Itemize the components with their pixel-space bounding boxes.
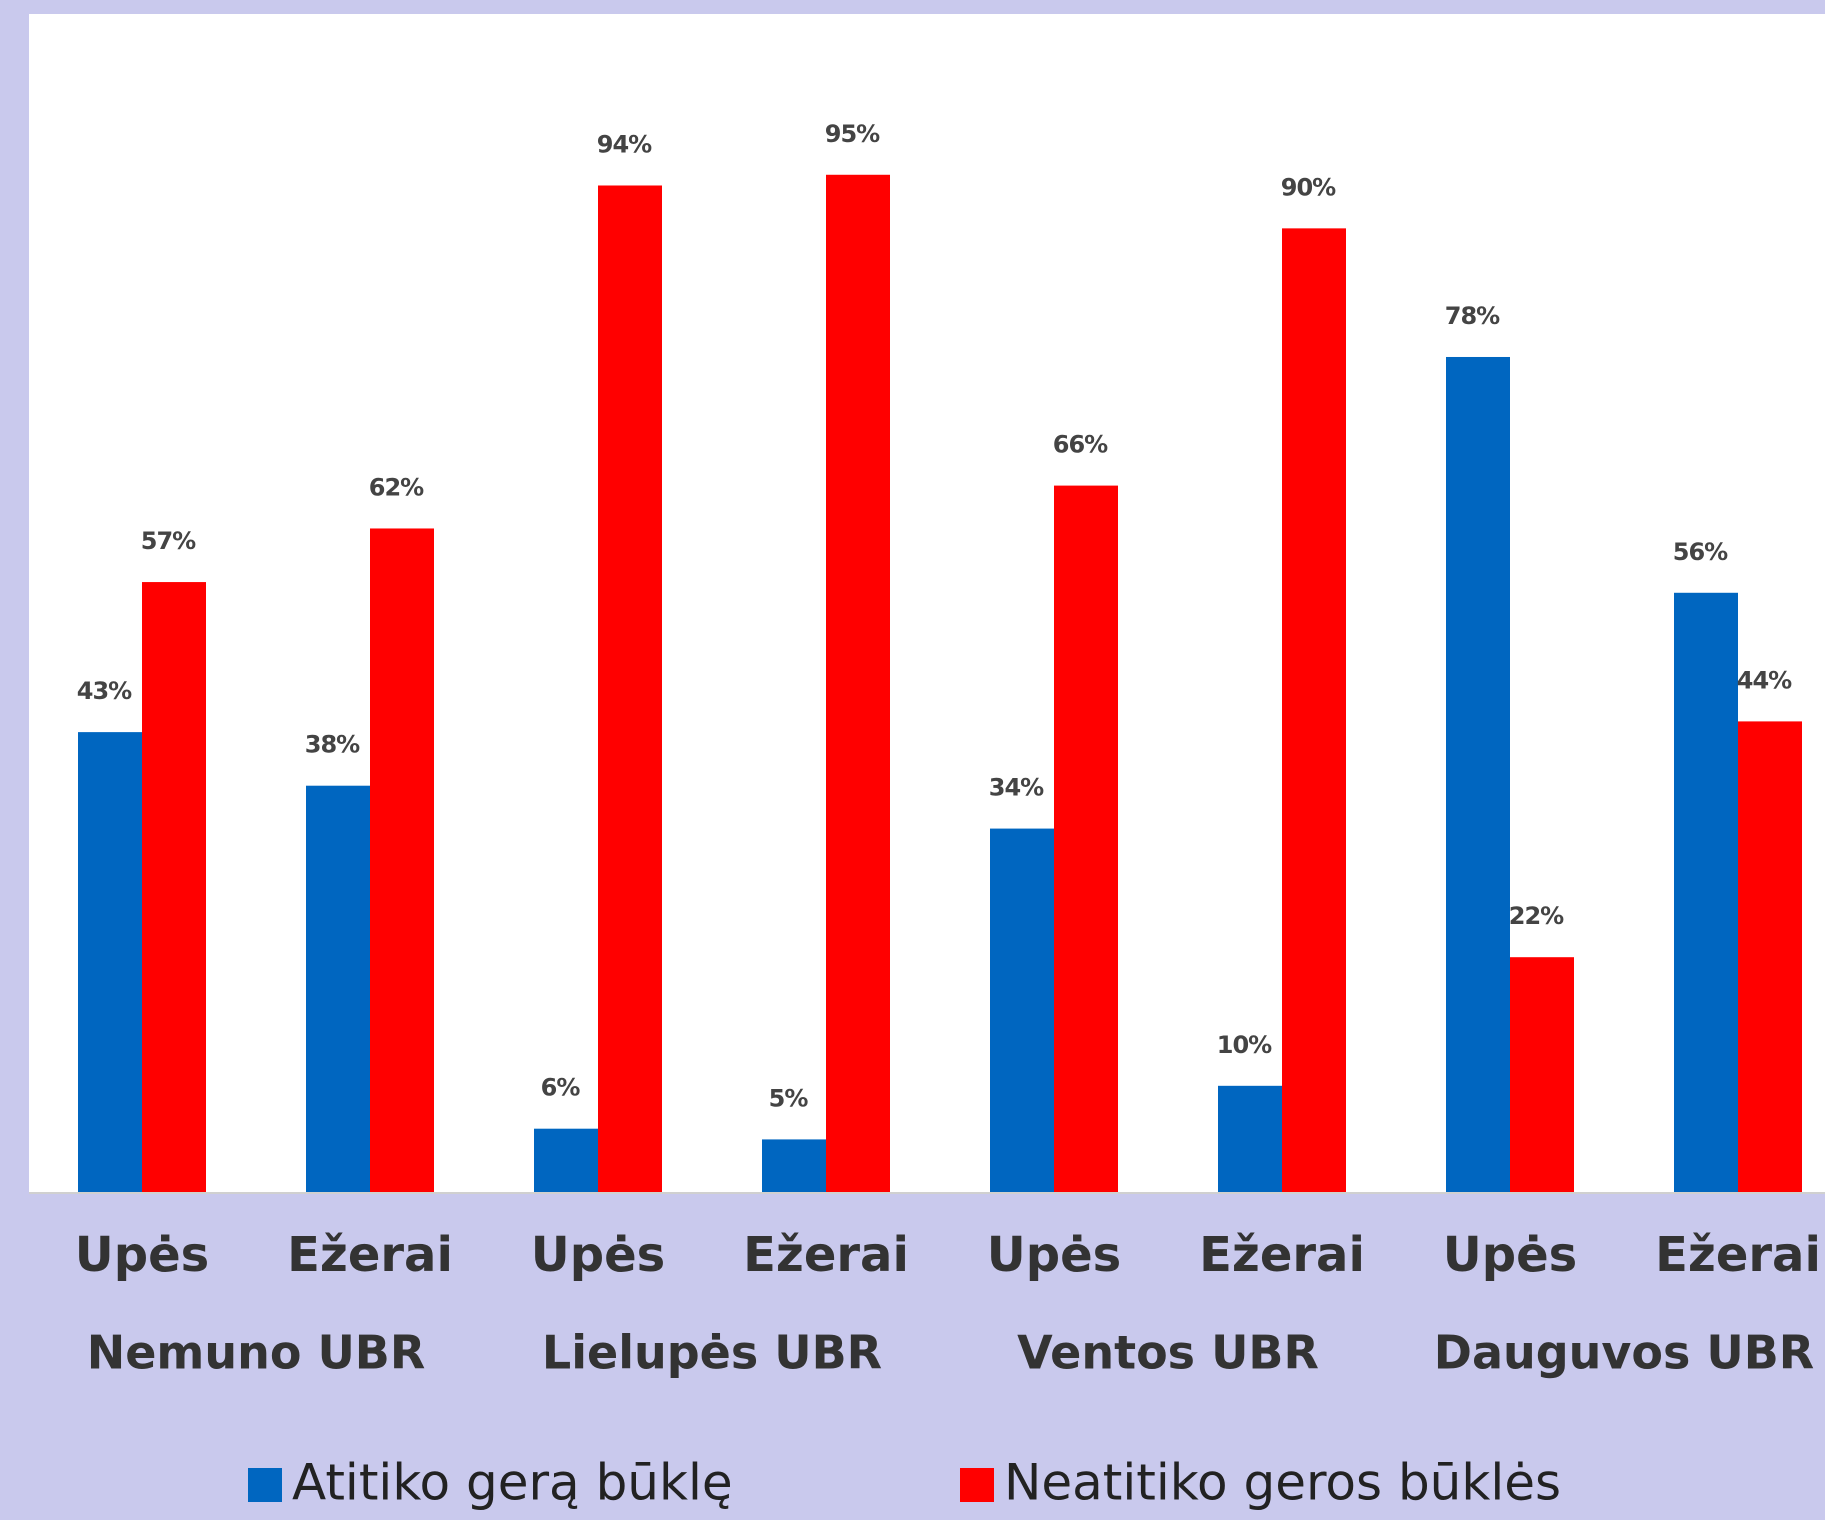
x-tick-label: Ežerai [1199, 1227, 1365, 1283]
bar [370, 528, 434, 1193]
data-label: 95% [825, 120, 880, 148]
bar [1218, 1085, 1282, 1193]
x-tick-label: Ežerai [287, 1227, 453, 1283]
x-tick-label: Ežerai [743, 1227, 909, 1283]
data-label: 6% [541, 1074, 581, 1102]
group-label: Ventos UBR [1017, 1326, 1319, 1380]
bar [78, 732, 142, 1193]
group-label: Dauguvos UBR [1434, 1326, 1814, 1380]
bar [826, 174, 890, 1194]
legend-label: Neatitiko geros būklės [1004, 1454, 1561, 1512]
x-tick-label: Upės [75, 1227, 209, 1283]
x-tick-label: Upės [531, 1227, 665, 1283]
legend-swatch [960, 1468, 994, 1502]
legend-label: Atitiko gerą būklę [292, 1454, 733, 1512]
bar [1674, 592, 1738, 1193]
bar [534, 1128, 598, 1193]
data-label: 62% [369, 473, 424, 501]
data-label: 66% [1053, 431, 1108, 459]
bar [1054, 485, 1118, 1194]
bar [1446, 356, 1510, 1193]
data-label: 94% [597, 130, 652, 158]
data-label: 38% [305, 731, 360, 759]
bar [1738, 721, 1802, 1193]
bar [142, 582, 206, 1193]
group-label: Lielupės UBR [542, 1326, 882, 1380]
data-label: 57% [141, 527, 196, 555]
data-label: 22% [1509, 902, 1564, 930]
data-label: 90% [1281, 173, 1336, 201]
data-label: 5% [769, 1084, 809, 1112]
data-label: 34% [989, 774, 1044, 802]
bar [762, 1139, 826, 1193]
x-tick-label: Ežerai [1655, 1227, 1821, 1283]
data-label: 56% [1673, 538, 1728, 566]
bar [306, 785, 370, 1193]
group-label: Nemuno UBR [87, 1326, 426, 1380]
bar [1282, 228, 1346, 1193]
data-label: 78% [1445, 302, 1500, 330]
legend-swatch [248, 1468, 282, 1502]
x-tick-label: Upės [1443, 1227, 1577, 1283]
bar [598, 185, 662, 1193]
data-label: 43% [77, 677, 132, 705]
data-label: 10% [1217, 1031, 1272, 1059]
data-label: 44% [1737, 666, 1792, 694]
bar [990, 828, 1054, 1193]
x-tick-label: Upės [987, 1227, 1121, 1283]
bar [1510, 957, 1574, 1193]
